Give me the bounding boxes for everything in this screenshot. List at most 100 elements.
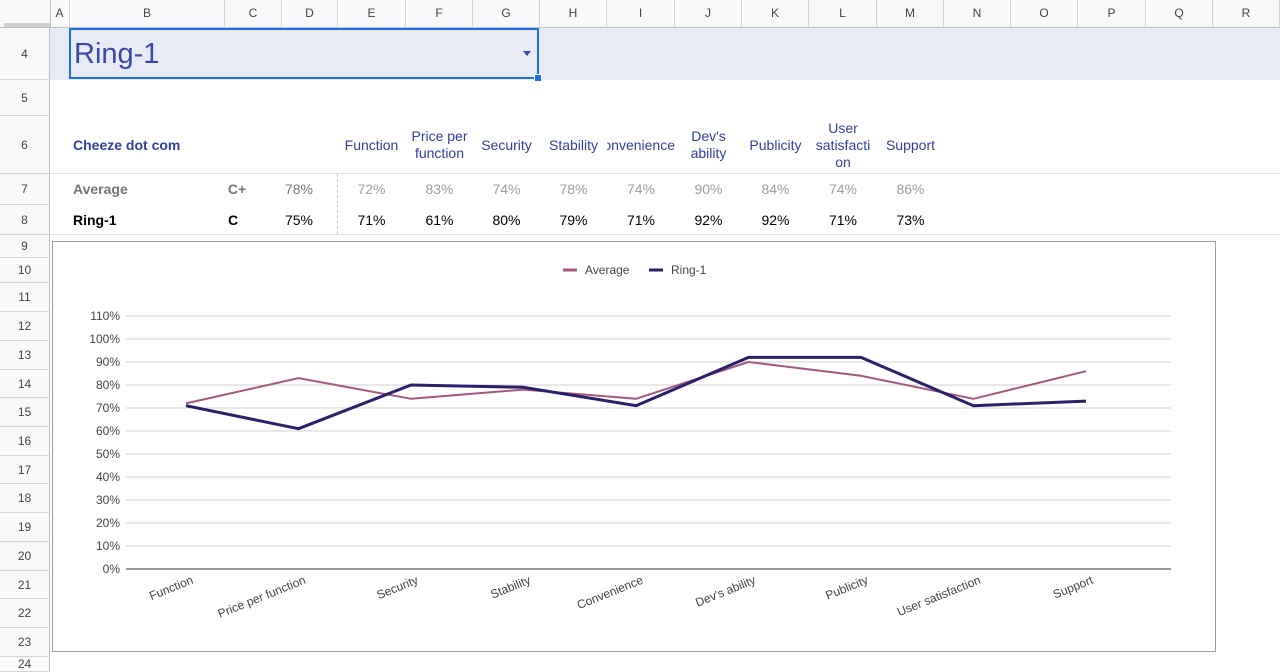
average-value-cell[interactable]: 74% [626, 181, 656, 197]
column-header-K[interactable]: K [742, 0, 809, 27]
row-header-20[interactable]: 20 [0, 542, 50, 571]
header-cell[interactable]: Security [481, 136, 532, 153]
row-header-6[interactable]: 6 [0, 116, 50, 174]
header-cell[interactable]: Stability [548, 136, 599, 153]
table-title[interactable]: Cheeze dot com [73, 137, 181, 153]
row-header-15[interactable]: 15 [0, 398, 50, 427]
chart-svg: 0% 10% 20% 30% 40% 50% 60% 70% 80% 90% 100% 110% Fun… [89, 263, 1171, 621]
header-cell[interactable]: User satisfacti on [815, 119, 871, 170]
ring-value-cell[interactable]: 61% [425, 212, 454, 228]
column-header-C[interactable]: C [225, 0, 282, 27]
fill-handle[interactable] [534, 74, 542, 82]
column-header-H[interactable]: H [540, 0, 607, 27]
row-header-4[interactable]: 4 [0, 28, 50, 80]
column-header-G[interactable]: G [473, 0, 540, 27]
column-header-J[interactable]: J [675, 0, 742, 27]
average-label[interactable]: Average [73, 181, 128, 197]
ring-label[interactable]: Ring-1 [73, 212, 117, 228]
average-value-cell[interactable]: 74% [492, 181, 521, 197]
dropdown-arrow-icon[interactable] [523, 51, 531, 56]
header-cell[interactable]: Publicity [749, 136, 802, 153]
column-header-R[interactable]: R [1213, 0, 1280, 27]
ring-grade[interactable]: C [227, 212, 239, 228]
average-value-cell[interactable]: 78% [559, 181, 588, 197]
column-divider [337, 174, 338, 234]
average-value-cell[interactable]: 83% [425, 181, 454, 197]
row-header-16[interactable]: 16 [0, 427, 50, 456]
row-header-22[interactable]: 22 [0, 599, 50, 628]
average-value-cell[interactable]: 86% [896, 181, 925, 197]
dropdown-value: Ring-1 [74, 38, 160, 70]
average-value-cell[interactable]: 90% [694, 181, 723, 197]
column-header-Q[interactable]: Q [1146, 0, 1213, 27]
row-header-5[interactable]: 5 [0, 80, 50, 116]
row-header-14[interactable]: 14 [0, 370, 50, 398]
legend-label: Ring-1 [671, 263, 707, 277]
row-header-19[interactable]: 19 [0, 513, 50, 542]
x-tick-label: Stability [488, 573, 532, 602]
header-cell[interactable]: Support [885, 136, 936, 153]
x-tick-label: Price per function [216, 573, 308, 621]
y-tick-label: 30% [96, 493, 120, 507]
average-value-cell[interactable]: 84% [761, 181, 790, 197]
column-header-F[interactable]: F [406, 0, 473, 27]
row-header-12[interactable]: 12 [0, 312, 50, 341]
ring-value-cell[interactable]: 80% [492, 212, 521, 228]
header-cell[interactable]: Function [344, 136, 399, 153]
ring-value-cell[interactable]: 71% [357, 212, 386, 228]
y-tick-label: 0% [103, 562, 121, 576]
y-tick-label: 10% [96, 539, 120, 553]
ring-value-cell[interactable]: 71% [626, 212, 656, 228]
x-tick-label: Security [375, 573, 420, 602]
header-cell[interactable]: Price per function [411, 128, 468, 161]
row-header-7[interactable]: 7 [0, 174, 50, 205]
row-header-17[interactable]: 17 [0, 456, 50, 484]
column-header-E[interactable]: E [338, 0, 406, 27]
row-header-10[interactable]: 10 [0, 258, 50, 283]
header-cell[interactable]: Dev's ability [690, 128, 727, 161]
ring-value-cell[interactable]: 92% [694, 212, 723, 228]
column-header-L[interactable]: L [809, 0, 877, 27]
column-header-A[interactable]: A [50, 0, 70, 27]
y-tick-label: 40% [96, 470, 120, 484]
header-cell[interactable]: Convenience [607, 136, 675, 153]
line-chart[interactable]: 0% 10% 20% 30% 40% 50% 60% 70% 80% 90% 100% 110% Fun… [52, 241, 1216, 652]
y-tick-label: 60% [96, 424, 120, 438]
y-tick-label: 110% [90, 309, 120, 323]
row-header-21[interactable]: 21 [0, 571, 50, 599]
row-divider [50, 234, 1280, 235]
row-header-18[interactable]: 18 [0, 484, 50, 513]
column-header-O[interactable]: O [1011, 0, 1078, 27]
ring-value-cell[interactable]: 71% [828, 212, 858, 228]
series-line-ring-1 [185, 355, 1087, 431]
y-tick-label: 20% [96, 516, 120, 530]
y-tick-label: 50% [96, 447, 120, 461]
x-tick-label: User satisfaction [895, 573, 982, 619]
row-header-11[interactable]: 11 [0, 283, 50, 312]
column-header-I[interactable]: I [607, 0, 675, 27]
average-value-cell[interactable]: 72% [357, 181, 386, 197]
x-tick-label: Convenience [575, 573, 645, 612]
x-tick-label: Function [147, 573, 195, 603]
column-header-D[interactable]: D [282, 0, 338, 27]
ring-value-cell[interactable]: 73% [896, 212, 925, 228]
column-header-P[interactable]: P [1078, 0, 1146, 27]
row-header-23[interactable]: 23 [0, 628, 50, 657]
company-dropdown[interactable]: Ring-1 [69, 28, 542, 82]
column-header-B[interactable]: B [70, 0, 225, 27]
column-header-M[interactable]: M [877, 0, 944, 27]
row-header-13[interactable]: 13 [0, 341, 50, 370]
column-header-N[interactable]: N [944, 0, 1011, 27]
average-grade[interactable]: C+ [227, 181, 247, 197]
ring-overall[interactable]: 75% [284, 212, 314, 228]
ring-value-cell[interactable]: 79% [559, 212, 588, 228]
row-header-9[interactable]: 9 [0, 235, 50, 258]
x-tick-label: Publicity [823, 573, 870, 603]
average-value-cell[interactable]: 74% [828, 181, 858, 197]
row-header-8[interactable]: 8 [0, 205, 50, 235]
ring-value-cell[interactable]: 92% [761, 212, 790, 228]
select-all-corner[interactable] [0, 0, 51, 27]
x-tick-label: Support [1051, 573, 1096, 602]
average-overall[interactable]: 78% [284, 181, 314, 197]
